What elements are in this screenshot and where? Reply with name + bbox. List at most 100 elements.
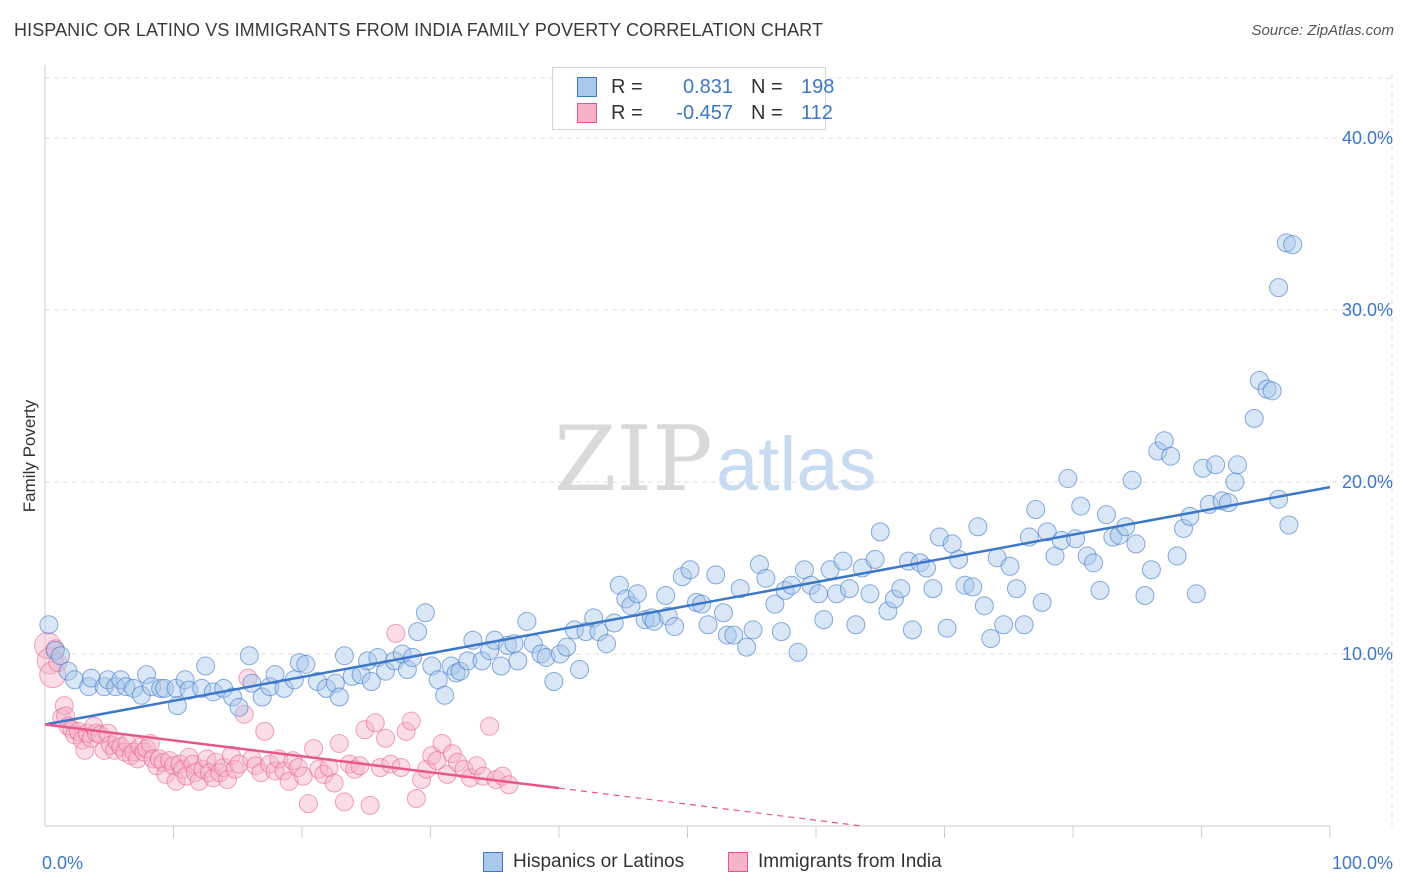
hispanic-point (902, 620, 922, 640)
hispanic-point (517, 611, 537, 631)
hispanic-point (536, 647, 556, 667)
hispanic-point (175, 670, 195, 690)
hispanic-point (788, 642, 808, 662)
hispanic-point (865, 549, 885, 569)
hispanic-point (814, 610, 834, 630)
legend-swatch-blue (577, 77, 597, 97)
hispanic-point (884, 589, 904, 609)
legend-row-india: R = -0.457 N = 112 (577, 101, 833, 125)
trend-line-india (44, 723, 560, 790)
india-point (432, 733, 452, 753)
hispanic-point (1206, 455, 1226, 475)
hispanic-point (1026, 500, 1046, 520)
legend-item-label: Immigrants from India (758, 851, 942, 872)
legend-r-value: -0.457 (676, 101, 733, 124)
hispanic-point (737, 637, 757, 657)
legend-item-india[interactable]: Immigrants from India (728, 851, 942, 873)
india-point (54, 696, 74, 716)
hispanic-point (570, 659, 590, 679)
hispanic-point (361, 672, 381, 692)
x-tick-label: 100.0% (1332, 853, 1393, 873)
hispanic-point (891, 579, 911, 599)
hispanic-point (1006, 579, 1026, 599)
hispanic-point (1244, 408, 1264, 428)
hispanic-point (949, 549, 969, 569)
hispanic-point (809, 584, 829, 604)
india-point (467, 756, 487, 776)
hispanic-point (472, 651, 492, 671)
watermark: ZIP atlas (554, 407, 877, 512)
hispanic-point (1269, 278, 1289, 298)
india-point (365, 713, 385, 733)
hispanic-point (1269, 489, 1289, 509)
hispanic-point (1227, 455, 1247, 475)
y-tick-label: 30.0% (1342, 300, 1393, 320)
india-point (401, 711, 421, 731)
watermark-zip: ZIP (554, 407, 713, 512)
hispanic-point (334, 646, 354, 666)
india-point (473, 766, 493, 786)
hispanic-point (1218, 493, 1238, 513)
legend-r-value: 0.831 (682, 75, 733, 98)
india-point (355, 720, 375, 740)
hispanic-point (265, 665, 285, 685)
hispanic-point (968, 517, 988, 537)
india-point (279, 771, 299, 791)
hispanic-point (974, 596, 994, 616)
hispanic-point (1135, 586, 1155, 606)
hispanic-point (1276, 233, 1296, 253)
hispanic-point (1148, 441, 1168, 461)
hispanic-point (397, 659, 417, 679)
hispanic-point (1161, 446, 1181, 466)
hispanic-point (672, 567, 692, 587)
hispanic-point (870, 522, 890, 542)
hispanic-point (627, 584, 647, 604)
hispanic-point (252, 687, 272, 707)
hispanic-point (756, 568, 776, 588)
hispanic-point (1180, 506, 1200, 526)
y-tick-label: 40.0% (1342, 128, 1393, 148)
hispanic-point (665, 616, 685, 636)
legend-n-label: N = (751, 101, 783, 124)
india-point (350, 756, 370, 776)
india-point (298, 794, 318, 814)
hispanic-point (289, 653, 309, 673)
hispanic-point (839, 579, 859, 599)
hispanic-point (860, 584, 880, 604)
hispanic-point (604, 613, 624, 633)
india-point (376, 728, 396, 748)
hispanic-point (1032, 592, 1052, 612)
x-tick-labels: 0.0% 100.0% (42, 853, 1393, 873)
hispanic-point (846, 615, 866, 635)
hispanic-point (730, 579, 750, 599)
hispanic-point (155, 678, 175, 698)
india-point (422, 745, 442, 765)
hispanic-point (544, 672, 564, 692)
legend-item-hispanics[interactable]: Hispanics or Latinos (483, 851, 684, 873)
india-point (217, 770, 237, 790)
legend-swatch-pink (577, 103, 597, 123)
legend-swatch-pink (728, 852, 748, 872)
trend-lines (44, 485, 1331, 827)
india-point (225, 759, 245, 779)
hispanic-point (743, 620, 763, 640)
hispanic-point (621, 596, 641, 616)
hispanic-point (937, 618, 957, 638)
legend-r-label: R = (611, 75, 643, 98)
source-credit: Source: ZipAtlas.com (1251, 22, 1394, 39)
india-point (304, 739, 324, 759)
axes (44, 65, 1331, 838)
hispanic-point (239, 646, 259, 666)
hispanic-point (771, 622, 791, 642)
india-point (345, 759, 365, 779)
legend-n-label: N = (751, 75, 783, 98)
hispanic-point (1037, 522, 1057, 542)
series-immigrants-from-india (34, 623, 519, 815)
hispanic-point (713, 603, 733, 623)
hispanic-point (39, 615, 59, 635)
india-point (309, 759, 329, 779)
hispanic-point (597, 634, 617, 654)
india-point (153, 752, 173, 772)
hispanic-point (994, 615, 1014, 635)
hispanic-point (450, 661, 470, 681)
